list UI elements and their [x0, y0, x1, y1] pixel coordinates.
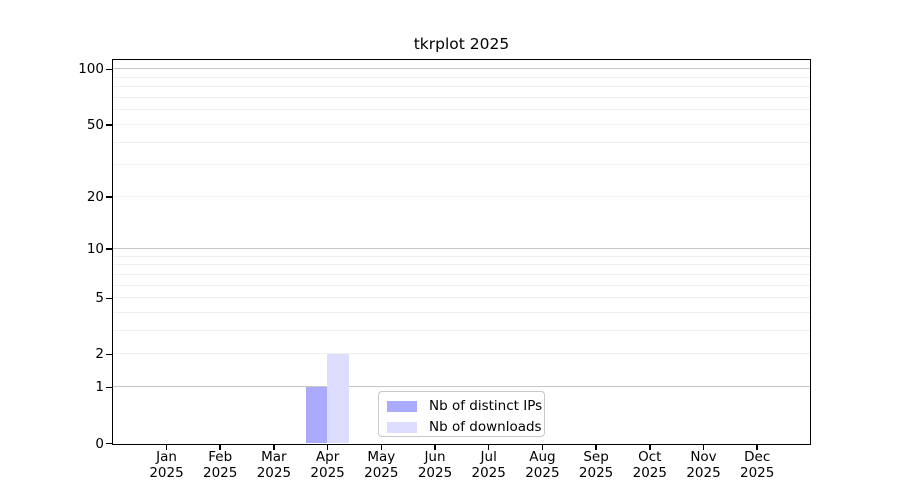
x-tick-month: Nov — [690, 449, 717, 465]
x-tick-label-may: May 2025 — [349, 449, 413, 481]
y-tick — [106, 196, 112, 198]
x-tick-month: Dec — [744, 449, 771, 465]
x-tick-month: Sep — [583, 449, 609, 465]
x-tick-month: Jul — [480, 449, 497, 465]
gridline-minor — [113, 123, 810, 125]
y-tick — [106, 68, 112, 71]
gridline-minor — [113, 109, 810, 111]
x-tick-year: 2025 — [578, 464, 614, 481]
x-tick — [487, 444, 490, 450]
gridline-minor — [113, 76, 810, 78]
x-tick — [219, 444, 221, 450]
x-tick-month: Aug — [529, 449, 556, 465]
x-tick — [541, 444, 544, 450]
x-tick — [595, 444, 597, 450]
x-tick-month: May — [367, 449, 396, 465]
x-tick-year: 2025 — [740, 464, 775, 481]
plot-area — [112, 59, 811, 445]
x-tick-label-apr: Apr 2025 — [296, 449, 360, 481]
x-tick-label-nov: Nov 2025 — [672, 449, 736, 481]
gridline-minor — [113, 284, 810, 286]
y-tick — [106, 297, 112, 300]
legend-label-distinct-ips: Nb of distinct IPs — [429, 398, 543, 414]
x-tick-label-jun: Jun 2025 — [403, 449, 467, 481]
x-tick — [434, 444, 436, 450]
legend-swatch-downloads — [387, 421, 417, 433]
x-tick-year: 2025 — [256, 464, 292, 481]
y-tick-label: 2 — [95, 346, 104, 363]
legend-swatch-distinct-ips — [387, 400, 417, 412]
gridline-minor — [113, 297, 810, 299]
gridline-minor — [113, 141, 810, 143]
y-tick — [106, 248, 112, 250]
x-tick — [649, 444, 651, 450]
y-tick-label: 1 — [95, 379, 104, 396]
legend-entry-downloads: Nb of downloads — [387, 418, 544, 436]
y-tick-label: 100 — [78, 61, 104, 78]
x-tick-year: 2025 — [525, 464, 560, 481]
bar-nb-of-downloads-apr — [327, 353, 349, 443]
gridline-minor — [113, 330, 810, 332]
gridline-minor — [113, 255, 810, 257]
y-tick — [106, 353, 112, 356]
x-tick-year: 2025 — [471, 464, 506, 481]
x-tick-label-mar: Mar 2025 — [242, 449, 306, 481]
y-tick — [106, 442, 112, 445]
x-tick-year: 2025 — [203, 464, 238, 481]
x-tick-year: 2025 — [364, 464, 399, 481]
legend-entry-distinct-ips: Nb of distinct IPs — [387, 397, 544, 415]
x-tick-month: Mar — [261, 449, 287, 465]
x-tick-year: 2025 — [686, 464, 721, 481]
gridline-minor — [113, 312, 810, 314]
x-tick-month: Apr — [315, 449, 340, 465]
bar-nb-of-distinct-ips-apr — [305, 386, 328, 443]
x-tick-label-sep: Sep 2025 — [564, 449, 628, 481]
gridline-minor — [113, 264, 810, 266]
x-tick-label-oct: Oct 2025 — [618, 449, 682, 481]
y-tick-label: 20 — [86, 188, 104, 205]
gridline-minor — [113, 86, 810, 88]
x-tick — [326, 444, 329, 450]
x-tick-month: Feb — [208, 449, 233, 465]
x-tick-label-dec: Dec 2025 — [725, 449, 789, 481]
y-tick-label: 50 — [86, 116, 104, 133]
x-tick-year: 2025 — [149, 464, 184, 481]
x-tick-label-jul: Jul 2025 — [457, 449, 521, 481]
y-tick-label: 5 — [95, 290, 104, 307]
x-tick — [756, 444, 758, 450]
y-tick-label: 10 — [86, 241, 104, 258]
gridline-minor — [113, 164, 810, 166]
chart-title: tkrplot 2025 — [413, 35, 510, 53]
x-tick-label-jan: Jan 2025 — [135, 449, 199, 481]
gridline-minor — [113, 195, 810, 197]
gridline-major — [113, 248, 810, 250]
x-tick-label-aug: Aug 2025 — [510, 449, 574, 481]
x-tick-month: Jun — [424, 449, 446, 465]
gridline-minor — [113, 273, 810, 275]
x-tick — [165, 444, 168, 450]
x-tick — [273, 444, 275, 450]
y-tick-label: 0 — [95, 435, 104, 452]
y-tick — [106, 386, 112, 389]
gridline-major — [113, 386, 810, 388]
x-tick-month: Oct — [638, 449, 662, 465]
legend: Nb of distinct IPs Nb of downloads — [378, 391, 545, 437]
x-tick — [702, 444, 705, 450]
legend-label-downloads: Nb of downloads — [429, 419, 542, 435]
x-tick-year: 2025 — [417, 464, 453, 481]
gridline-minor — [113, 97, 810, 99]
y-tick — [106, 124, 112, 126]
x-tick-year: 2025 — [310, 464, 345, 481]
x-tick-label-feb: Feb 2025 — [188, 449, 252, 481]
x-tick — [380, 444, 383, 450]
gridline-minor — [113, 353, 810, 355]
gridline-major — [113, 68, 810, 70]
x-tick-year: 2025 — [632, 464, 667, 481]
x-tick-month: Jan — [156, 449, 177, 465]
